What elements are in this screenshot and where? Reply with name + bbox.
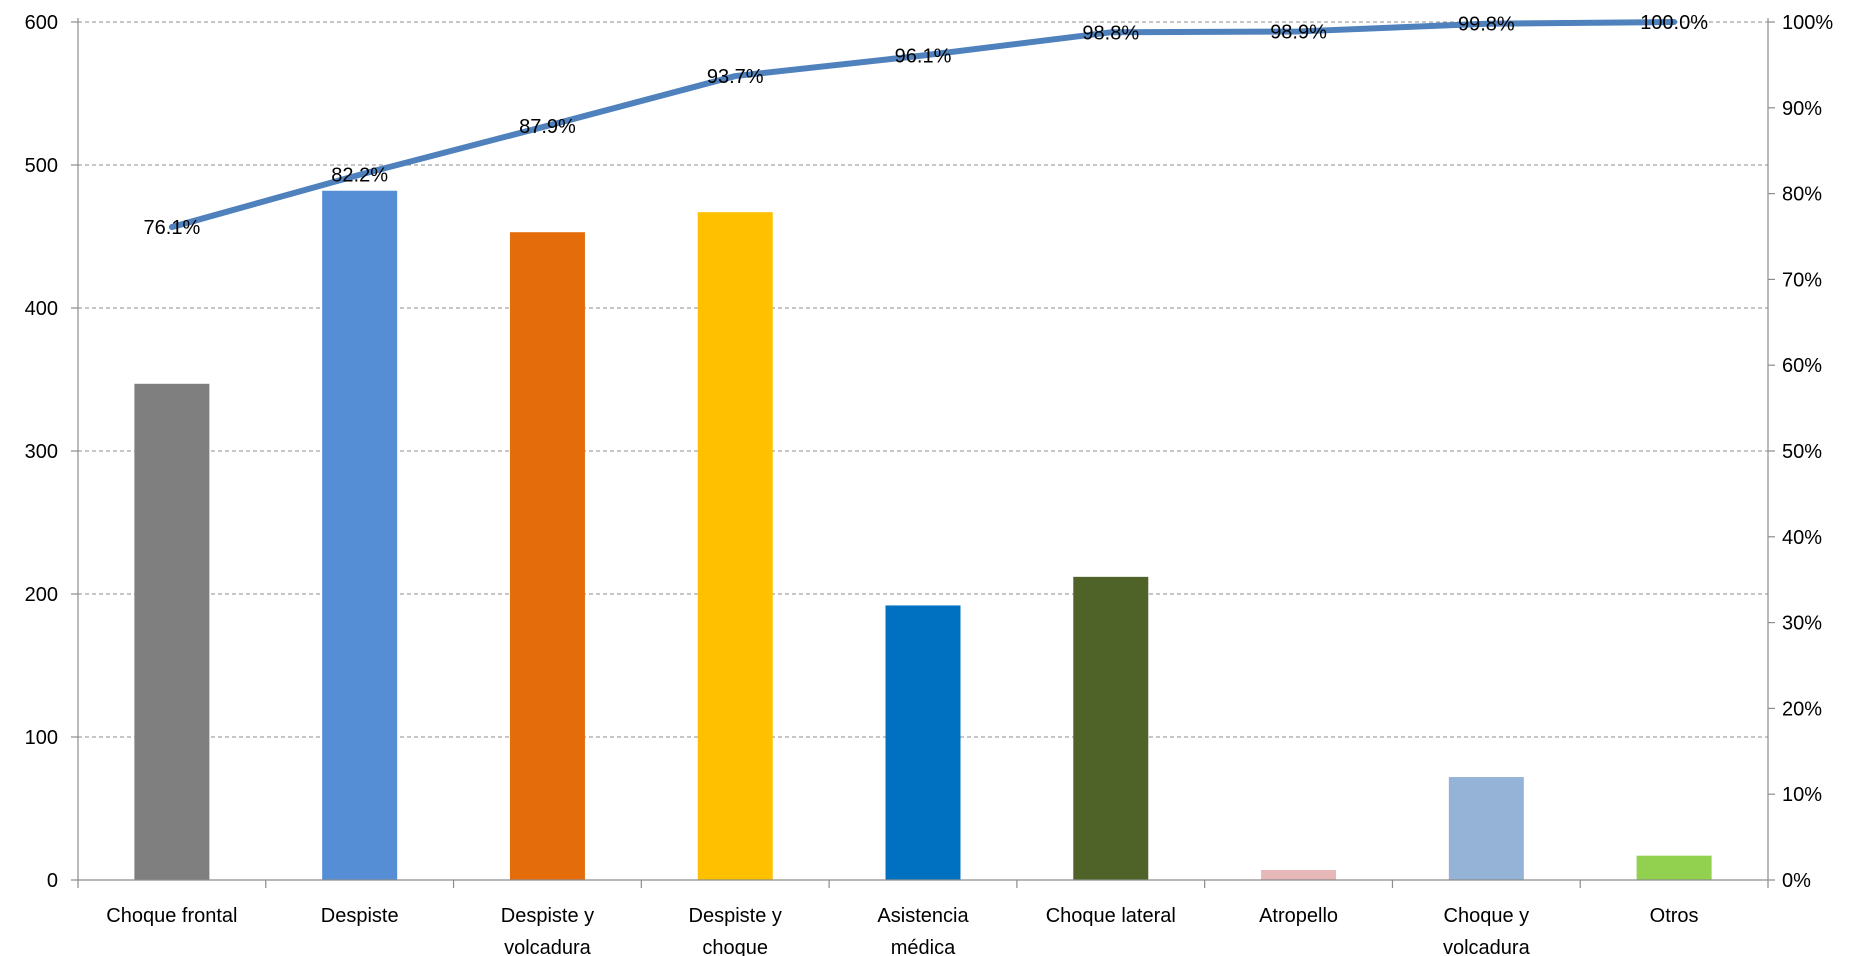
cumulative-data-label: 87.9%	[519, 116, 576, 138]
bar	[1448, 777, 1524, 880]
cumulative-data-label: 98.8%	[1082, 22, 1139, 44]
cumulative-data-label: 82.2%	[331, 165, 388, 187]
cumulative-data-label: 100.0%	[1640, 12, 1708, 34]
category-label: volcadura	[1443, 937, 1531, 956]
category-label: Despiste y	[689, 905, 782, 927]
left-axis-tick-label: 100	[25, 727, 58, 749]
bar	[134, 383, 210, 880]
cumulative-data-label: 98.9%	[1270, 21, 1327, 43]
right-axis-tick-label: 0%	[1782, 870, 1811, 892]
category-label: Otros	[1650, 905, 1699, 927]
right-axis-tick-label: 20%	[1782, 698, 1822, 720]
bar	[1261, 869, 1337, 880]
right-axis-tick-label: 60%	[1782, 355, 1822, 377]
cumulative-series-line	[168, 19, 1678, 231]
bar	[322, 190, 398, 881]
category-label: Choque lateral	[1046, 905, 1176, 927]
right-axis-tick-label: 80%	[1782, 184, 1822, 206]
cumulative-data-label: 76.1%	[144, 217, 201, 239]
right-axis-tick-label: 90%	[1782, 98, 1822, 120]
bar	[509, 232, 585, 880]
cumulative-data-label: 96.1%	[895, 45, 952, 67]
left-axis-tick-label: 500	[25, 155, 58, 177]
bar	[1073, 576, 1149, 880]
bar	[1636, 855, 1712, 880]
bars	[134, 190, 1712, 881]
category-label: médica	[891, 937, 956, 956]
bar	[885, 605, 961, 880]
right-axis-tick-label: 40%	[1782, 527, 1822, 549]
category-label: Asistencia	[877, 905, 969, 927]
right-axis-tick-label: 50%	[1782, 441, 1822, 463]
right-axis-tick-label: 30%	[1782, 613, 1822, 635]
cumulative-line	[168, 19, 1678, 231]
category-label: Atropello	[1259, 905, 1338, 927]
left-axis-tick-label: 300	[25, 441, 58, 463]
left-axis-tick-label: 0	[47, 870, 58, 892]
cumulative-data-label: 99.8%	[1458, 14, 1515, 36]
labels: 0 100 200 300 400 500 600 0% 10% 20% 30% 40% 50% 60% 7…	[25, 12, 1834, 956]
left-axis-tick-label: 200	[25, 584, 58, 606]
right-axis-tick-label: 10%	[1782, 784, 1822, 806]
left-axis-tick-label: 600	[25, 12, 58, 34]
category-label: Despiste y	[501, 905, 594, 927]
category-label: Choque frontal	[106, 905, 237, 927]
right-axis-tick-label: 70%	[1782, 269, 1822, 291]
axes	[71, 18, 1775, 888]
left-axis-tick-label: 400	[25, 298, 58, 320]
category-label: choque	[702, 937, 768, 956]
cumulative-data-label: 93.7%	[707, 66, 764, 88]
right-axis-tick-label: 100%	[1782, 12, 1833, 34]
bar	[697, 212, 773, 880]
category-label: Choque y	[1444, 905, 1530, 927]
category-label: volcadura	[504, 937, 592, 956]
category-label: Despiste	[321, 905, 399, 927]
